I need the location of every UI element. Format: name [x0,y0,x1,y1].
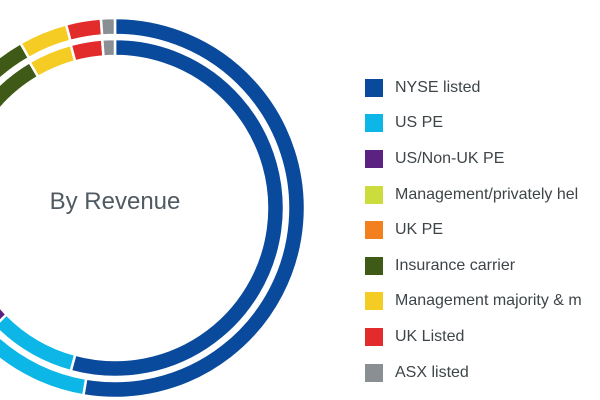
legend-item-insurance-carrier: Insurance carrier [365,248,600,284]
legend-swatch-management-majority [365,292,383,311]
legend-item-us-non-uk-pe: US/Non-UK PE [365,141,600,177]
legend-swatch-us-non-uk-pe [365,149,383,168]
legend-swatch-uk-listed [365,327,383,346]
legend-swatch-uk-pe [365,221,383,240]
legend-item-management-privately-held: Management/privately hel [365,177,600,213]
legend: NYSE listed US PE US/Non-UK PE Managemen… [365,70,600,390]
outer-slice-us-pe [0,335,88,397]
legend-label-management-privately-held: Management/privately hel [395,185,579,203]
inner-ring [0,37,286,379]
legend-label-nyse-listed: NYSE listed [395,78,481,96]
outer-slice-uk-listed [64,17,104,43]
legend-label-us-pe: US PE [395,114,444,132]
legend-item-uk-pe: UK PE [365,212,600,248]
legend-item-us-pe: US PE [365,106,600,142]
legend-label-insurance-carrier: Insurance carrier [395,256,516,274]
inner-slice-uk-listed [69,38,105,63]
legend-swatch-insurance-carrier [365,256,383,275]
legend-label-us-non-uk-pe: US/Non-UK PE [395,149,505,167]
inner-slice-us-non-uk-pe [0,305,9,323]
outer-ring [0,16,307,400]
legend-item-nyse-listed: NYSE listed [365,70,600,106]
legend-item-management-majority: Management majority & m [365,284,600,320]
legend-swatch-us-pe [365,114,383,133]
legend-item-uk-listed: UK Listed [365,319,600,355]
legend-label-uk-listed: UK Listed [395,327,465,345]
legend-swatch-asx-listed [365,363,383,382]
inner-slice-asx-listed [100,37,117,58]
legend-swatch-nyse-listed [365,78,383,97]
legend-label-asx-listed: ASX listed [395,363,469,381]
legend-label-uk-pe: UK PE [395,221,444,239]
outer-slice-asx-listed [99,16,117,37]
legend-item-asx-listed: ASX listed [365,355,600,391]
legend-label-management-majority: Management majority & m [395,292,582,310]
legend-swatch-management-privately-held [365,185,383,204]
center-label: By Revenue [49,188,181,215]
